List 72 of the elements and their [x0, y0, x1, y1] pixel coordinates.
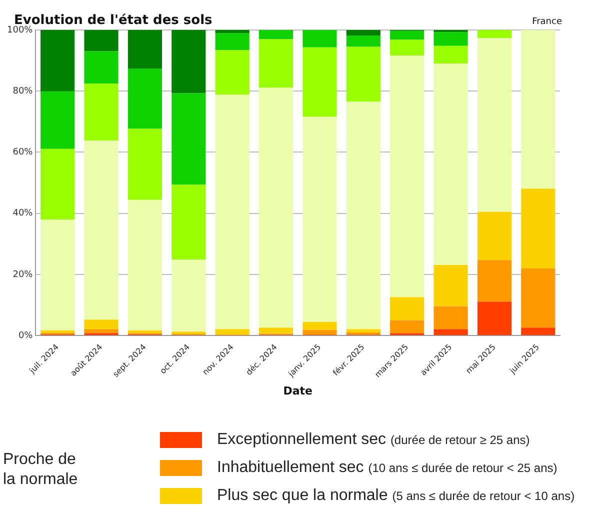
- bar: [84, 140, 118, 320]
- bar: [84, 320, 118, 330]
- bar: [302, 47, 337, 117]
- bar: [215, 50, 250, 95]
- bar: [346, 30, 380, 36]
- bar: [215, 30, 250, 34]
- bar: [521, 188, 556, 268]
- bar: [258, 30, 294, 40]
- bar: [172, 259, 206, 332]
- bar: [128, 128, 162, 200]
- bar: [477, 30, 512, 38]
- bar: [84, 83, 118, 141]
- y-tick-label: 0%: [18, 330, 34, 341]
- y-tick-label: 40%: [12, 208, 34, 219]
- bar: [84, 51, 118, 84]
- bar: [172, 184, 206, 260]
- bar: [434, 329, 468, 336]
- legend-label: Exceptionnellement sec (durée de retour ≥ 25 ans): [217, 431, 530, 449]
- bar: [172, 93, 206, 185]
- bar: [302, 330, 337, 335]
- bar: [521, 328, 556, 336]
- bar: [390, 30, 424, 40]
- bar: [346, 36, 380, 47]
- bar: [434, 306, 468, 330]
- bar: [84, 329, 118, 334]
- y-tick-label: 20%: [12, 270, 34, 280]
- bar: [215, 94, 250, 330]
- bar: [521, 268, 556, 328]
- bar: [302, 30, 337, 48]
- bar: [521, 30, 556, 189]
- bar: [302, 322, 337, 330]
- y-tick-label: 60%: [12, 148, 34, 158]
- chart-subtitle: France: [532, 17, 562, 27]
- bar: [128, 30, 162, 68]
- bar: [258, 328, 294, 334]
- bar: [477, 302, 512, 336]
- bar: [434, 32, 468, 46]
- bar: [302, 116, 337, 322]
- bar: [40, 148, 75, 220]
- bar: [215, 329, 250, 335]
- bar: [215, 33, 250, 50]
- bar: [172, 30, 206, 94]
- bar: [40, 30, 75, 92]
- bar: [40, 219, 75, 330]
- bar: [346, 46, 380, 102]
- bar: [40, 330, 75, 333]
- bar: [477, 260, 512, 302]
- y-tick-label: 80%: [12, 86, 34, 96]
- bar: [477, 212, 512, 260]
- bar: [84, 30, 118, 52]
- bar: [346, 102, 380, 330]
- bar: [434, 46, 468, 64]
- bar: [390, 40, 424, 56]
- bar: [40, 91, 75, 149]
- y-tick-label: 100%: [6, 25, 34, 36]
- bar: [477, 38, 512, 212]
- legend-label: Plus sec que la normale (5 ans ≤ durée de retour < 10 ans): [217, 487, 575, 505]
- legend-label: Inhabituellement sec (10 ans ≤ durée de retour < 25 ans): [217, 459, 558, 477]
- text: Proche de la normale: [3, 450, 79, 490]
- bar: [258, 88, 294, 328]
- bar: [390, 297, 424, 320]
- bar: [434, 64, 468, 265]
- bar: [346, 329, 380, 333]
- bar: [434, 264, 468, 306]
- bar: [128, 330, 162, 334]
- bar: [128, 68, 162, 129]
- bar: [128, 200, 162, 330]
- bar: [258, 39, 294, 88]
- bar: [172, 332, 206, 334]
- bar: [390, 320, 424, 334]
- x-axis-title: Date: [283, 384, 313, 398]
- bar: [390, 56, 424, 298]
